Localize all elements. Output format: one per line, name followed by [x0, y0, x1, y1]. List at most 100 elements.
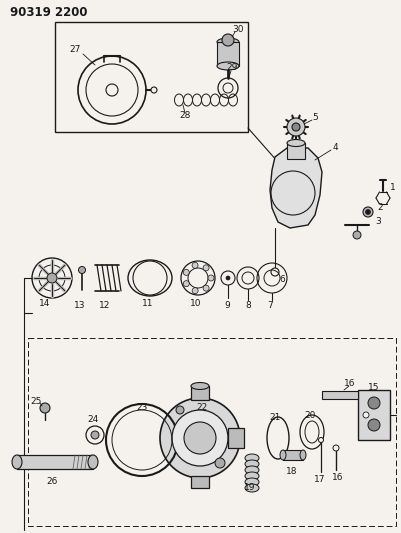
Ellipse shape [245, 460, 259, 468]
Text: 26: 26 [46, 478, 58, 487]
Ellipse shape [245, 454, 259, 462]
Circle shape [363, 207, 373, 217]
Text: 10: 10 [190, 298, 202, 308]
Circle shape [208, 275, 214, 281]
Text: 2: 2 [377, 204, 383, 213]
Text: 29: 29 [226, 63, 238, 72]
Ellipse shape [245, 472, 259, 480]
Circle shape [160, 398, 240, 478]
Ellipse shape [12, 455, 22, 469]
Circle shape [222, 34, 234, 46]
Bar [322, 391, 358, 399]
Circle shape [333, 445, 339, 451]
Circle shape [271, 268, 279, 276]
Circle shape [79, 266, 85, 273]
Text: 4: 4 [332, 143, 338, 152]
Ellipse shape [219, 94, 229, 106]
Circle shape [192, 262, 198, 268]
Circle shape [287, 118, 305, 136]
Ellipse shape [217, 38, 239, 46]
Bar [358, 390, 390, 440]
Circle shape [40, 403, 50, 413]
Circle shape [183, 281, 189, 287]
Text: 18: 18 [286, 467, 298, 477]
Ellipse shape [245, 478, 259, 486]
Text: 23: 23 [136, 403, 148, 413]
Circle shape [203, 265, 209, 271]
Text: 16: 16 [332, 473, 344, 482]
Circle shape [203, 285, 209, 291]
Text: 19: 19 [244, 482, 256, 491]
Circle shape [184, 422, 216, 454]
Bar [191, 386, 209, 400]
Ellipse shape [280, 450, 286, 460]
Text: 21: 21 [269, 414, 281, 423]
Text: 6: 6 [279, 276, 285, 285]
Circle shape [106, 84, 118, 96]
Circle shape [192, 288, 198, 294]
Ellipse shape [245, 466, 259, 474]
Text: 20: 20 [304, 410, 316, 419]
Ellipse shape [191, 383, 209, 390]
Ellipse shape [229, 94, 237, 106]
Ellipse shape [222, 63, 234, 69]
Bar [217, 42, 239, 66]
Circle shape [292, 123, 300, 131]
Circle shape [151, 87, 157, 93]
Bar [17, 455, 93, 469]
Text: 28: 28 [179, 110, 191, 119]
Bar [55, 22, 248, 132]
Polygon shape [270, 148, 322, 228]
Circle shape [172, 410, 228, 466]
Circle shape [47, 273, 57, 283]
Bar [287, 143, 305, 159]
Ellipse shape [305, 421, 319, 443]
Text: 8: 8 [245, 301, 251, 310]
Text: 1: 1 [390, 183, 396, 192]
Text: 11: 11 [142, 300, 154, 309]
Text: 12: 12 [99, 301, 111, 310]
Text: 7: 7 [267, 301, 273, 310]
Ellipse shape [88, 455, 98, 469]
Circle shape [318, 438, 324, 442]
Text: 5: 5 [312, 114, 318, 123]
Circle shape [226, 276, 230, 280]
Bar [283, 450, 303, 460]
Text: 13: 13 [74, 302, 86, 311]
Bar [28, 338, 396, 526]
Text: 16: 16 [344, 378, 356, 387]
Ellipse shape [217, 62, 239, 70]
Circle shape [183, 269, 189, 276]
Ellipse shape [128, 260, 172, 296]
Ellipse shape [192, 94, 201, 106]
Ellipse shape [300, 415, 324, 449]
Text: 14: 14 [39, 298, 51, 308]
Ellipse shape [184, 94, 192, 106]
Bar [228, 428, 244, 448]
Ellipse shape [174, 94, 184, 106]
Ellipse shape [287, 140, 305, 147]
Text: 9: 9 [224, 301, 230, 310]
Circle shape [353, 231, 361, 239]
Circle shape [368, 419, 380, 431]
Ellipse shape [267, 417, 289, 459]
Text: 27: 27 [69, 45, 81, 54]
Circle shape [363, 412, 369, 418]
Text: 3: 3 [375, 217, 381, 227]
Text: 22: 22 [196, 403, 208, 413]
Text: 90319 2200: 90319 2200 [10, 5, 87, 19]
Circle shape [91, 431, 99, 439]
Circle shape [215, 458, 225, 468]
Ellipse shape [300, 450, 306, 460]
Ellipse shape [211, 94, 219, 106]
Text: 24: 24 [87, 416, 99, 424]
Ellipse shape [245, 484, 259, 492]
Circle shape [365, 209, 371, 214]
Circle shape [368, 397, 380, 409]
Circle shape [176, 406, 184, 414]
Text: 15: 15 [368, 384, 380, 392]
Ellipse shape [201, 94, 211, 106]
Text: 17: 17 [314, 475, 326, 484]
Text: 30: 30 [232, 26, 244, 35]
Bar [191, 476, 209, 488]
